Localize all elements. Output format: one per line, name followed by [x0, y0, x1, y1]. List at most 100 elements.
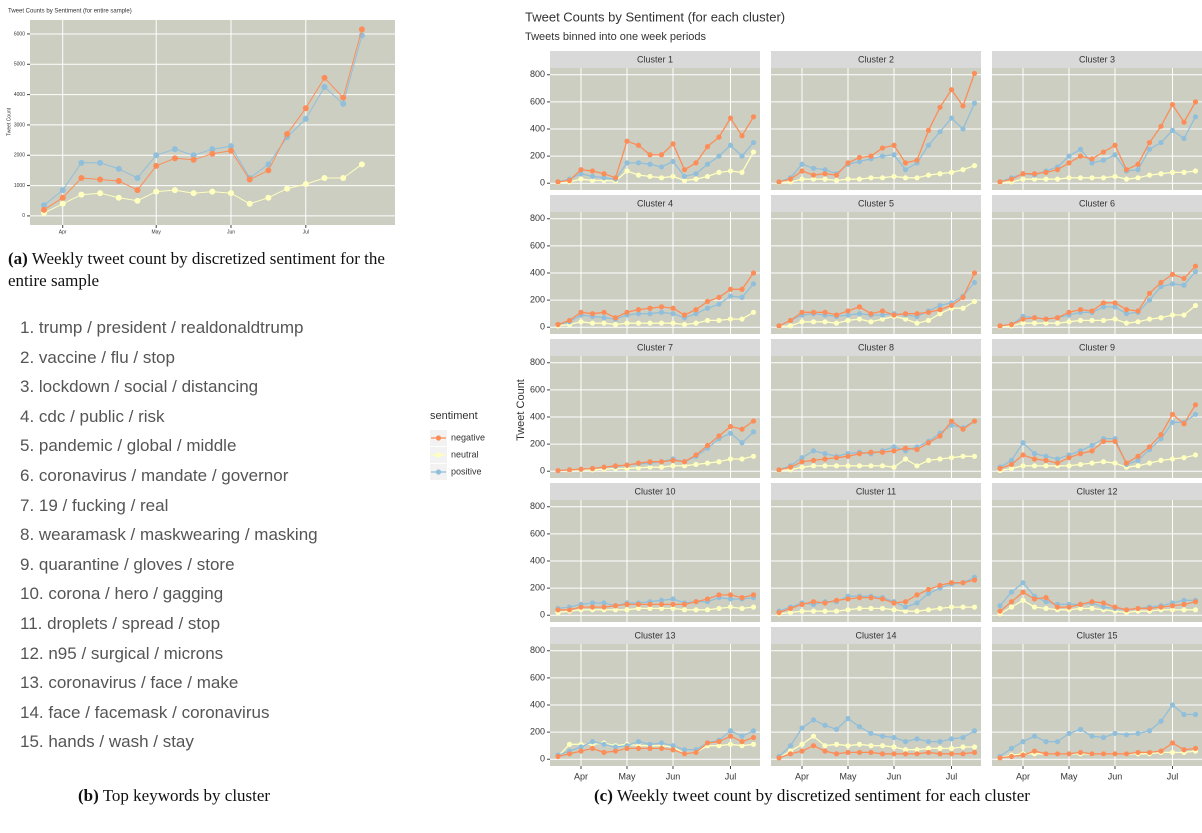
data-point	[1020, 463, 1026, 469]
data-point	[960, 734, 966, 741]
data-point	[1158, 139, 1164, 146]
legend-label: negative	[451, 432, 485, 442]
data-point	[1089, 175, 1095, 181]
panel-title: Cluster 3	[1079, 54, 1115, 64]
data-point	[1169, 281, 1176, 287]
data-point	[1169, 603, 1176, 609]
data-point	[589, 173, 596, 180]
data-point	[1008, 589, 1015, 595]
data-point	[1169, 312, 1176, 318]
data-point	[1146, 460, 1153, 466]
data-point	[647, 311, 653, 317]
data-point	[578, 466, 584, 472]
data-point	[681, 463, 688, 469]
data-point	[739, 739, 745, 745]
data-point	[612, 607, 619, 613]
data-point	[1077, 451, 1084, 457]
data-point	[1158, 436, 1164, 442]
data-point	[868, 175, 874, 181]
x-tick-label: May	[1060, 771, 1078, 781]
data-point	[635, 739, 642, 745]
data-point	[265, 194, 272, 201]
data-point	[997, 603, 1003, 609]
series-line	[43, 29, 363, 211]
data-point	[716, 459, 722, 465]
data-point	[228, 190, 234, 197]
data-point	[810, 448, 817, 454]
data-point	[1169, 127, 1176, 133]
data-point	[1181, 312, 1187, 318]
data-point	[1100, 604, 1107, 610]
y-tick-label: 3000	[14, 122, 25, 128]
data-point	[647, 173, 653, 180]
data-point	[856, 724, 863, 730]
data-point	[647, 305, 653, 311]
strip-background	[550, 483, 760, 500]
data-point	[1181, 421, 1187, 427]
data-point	[681, 459, 688, 465]
keyword-item: 3. lockdown / social / distancing	[20, 377, 259, 397]
data-point	[1066, 309, 1072, 315]
data-point	[810, 733, 817, 739]
panel-title: Cluster 15	[1076, 630, 1117, 640]
data-point	[948, 745, 955, 751]
data-point	[937, 751, 943, 757]
panel-title: Cluster 11	[856, 486, 896, 496]
data-point	[1008, 465, 1015, 472]
data-point	[1031, 176, 1038, 182]
y-tick-label: 200	[530, 438, 545, 448]
data-point	[960, 305, 966, 311]
data-point	[727, 423, 734, 430]
data-point	[1100, 157, 1107, 163]
data-point	[948, 169, 955, 175]
keyword-item: 13. coronavirus / face / make	[20, 673, 239, 693]
data-point	[1158, 432, 1164, 438]
data-point	[1031, 463, 1038, 469]
data-point	[971, 298, 978, 305]
data-point	[647, 161, 653, 167]
data-point	[1077, 461, 1084, 468]
data-point	[670, 743, 676, 749]
data-point	[750, 728, 757, 734]
data-point	[1008, 457, 1015, 463]
data-point	[321, 84, 328, 91]
data-point	[1054, 456, 1061, 462]
data-point	[670, 305, 676, 311]
keyword-item: 9. quarantine / gloves / store	[20, 554, 235, 574]
strip-background	[550, 339, 760, 356]
strip-background	[771, 51, 981, 68]
data-point	[822, 319, 828, 325]
data-point	[1181, 275, 1187, 282]
y-tick-label: 200	[530, 150, 545, 160]
keyword-item: 10. corona / hero / gagging	[20, 584, 224, 604]
data-point	[681, 601, 688, 607]
data-point	[891, 142, 897, 148]
data-point	[578, 744, 584, 750]
series-line	[43, 35, 363, 206]
data-point	[1031, 604, 1038, 610]
data-point	[555, 321, 561, 328]
y-tick-label: 0	[540, 322, 545, 332]
x-tick-label: Apr	[1016, 771, 1030, 781]
data-point	[1089, 308, 1095, 314]
data-point	[1089, 599, 1095, 605]
data-point	[1169, 169, 1176, 175]
data-point	[1008, 599, 1015, 605]
data-point	[845, 312, 851, 318]
data-point	[739, 733, 745, 739]
data-point	[1043, 463, 1049, 469]
keyword-item: 11. droplets / spread / stop	[20, 614, 221, 633]
data-point	[1100, 317, 1107, 324]
data-point	[879, 316, 886, 322]
data-point	[727, 604, 734, 610]
data-point	[635, 745, 642, 751]
data-point	[1043, 605, 1049, 612]
data-point	[891, 734, 897, 741]
data-point	[750, 592, 757, 598]
caption-b: (b) Top keywords by cluster	[78, 785, 270, 807]
data-point	[658, 605, 665, 612]
data-point	[787, 609, 794, 616]
data-point	[739, 169, 745, 175]
data-point	[810, 717, 817, 723]
